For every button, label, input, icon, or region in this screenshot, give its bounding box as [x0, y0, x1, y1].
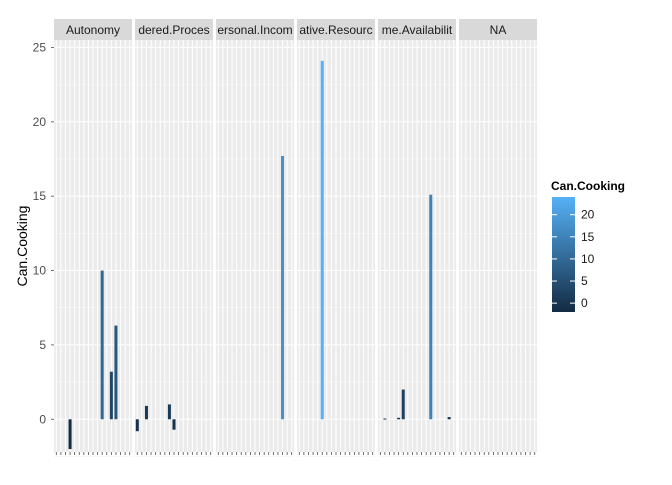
facet-strip-label: me.Availabilit [382, 23, 453, 37]
facet-strip [459, 19, 537, 40]
facet-panel: Autonomy [54, 19, 132, 457]
facet-strip [378, 19, 456, 40]
bar [401, 389, 405, 420]
bar [135, 419, 139, 432]
facet-strip [135, 19, 213, 40]
y-axis-title: Can.Cooking [14, 206, 30, 287]
bar [383, 418, 387, 420]
legend-tick-label: 5 [581, 274, 588, 288]
facet-strip-label: ative.Resourc [299, 23, 372, 37]
y-tick-label: 5 [39, 338, 46, 352]
bar [447, 417, 451, 420]
facet-panel: ersonal.Incom [216, 19, 294, 457]
facet-strip-label: Autonomy [66, 23, 120, 37]
facet-panels: Autonomy dered.Proces ersonal.Incom ative.R… [54, 19, 537, 457]
y-tick-label: 20 [33, 115, 47, 129]
legend-tick-label: 10 [581, 252, 595, 266]
legend-colorbar [552, 197, 575, 312]
bar [167, 404, 171, 420]
bar [429, 194, 433, 420]
bar [320, 60, 324, 420]
legend-tick-label: 20 [581, 208, 595, 222]
y-tick-label: 0 [39, 412, 46, 426]
legend-ticks: 0 5 10 15 20 [552, 208, 595, 310]
legend-tick-label: 15 [581, 230, 595, 244]
y-tick-label: 25 [33, 40, 47, 54]
facet-panel: NA [459, 19, 537, 457]
bar [109, 371, 113, 420]
facet-panel: me.Availabilit [378, 19, 456, 457]
facet-strip-label: dered.Proces [138, 23, 209, 37]
bar [144, 405, 148, 420]
y-tick-label: 15 [33, 189, 47, 203]
legend-title: Can.Cooking [551, 179, 625, 193]
facet-strip-label: ersonal.Incom [217, 23, 292, 37]
y-axis: 0 5 10 15 20 25 [33, 40, 54, 426]
facet-strip [216, 19, 294, 40]
bar [114, 325, 118, 420]
facet-panel: dered.Proces [135, 19, 213, 457]
bar [281, 156, 285, 420]
bar [100, 270, 104, 420]
legend: Can.Cooking 0 5 10 15 20 [551, 179, 625, 312]
bar [172, 419, 176, 430]
facet-panel: ative.Resourc [297, 19, 375, 457]
y-tick-label: 10 [33, 264, 47, 278]
legend-tick-label: 0 [581, 296, 588, 310]
facet-strip [297, 19, 375, 40]
bar [68, 419, 72, 450]
bar [397, 417, 401, 420]
facet-strip-label: NA [490, 23, 507, 37]
facet-strip [54, 19, 132, 40]
